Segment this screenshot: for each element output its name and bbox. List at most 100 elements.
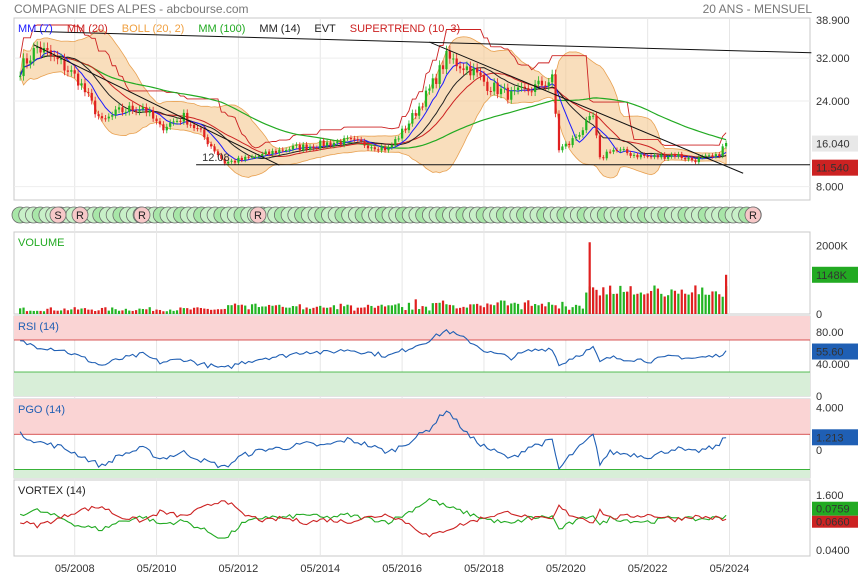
volume-bar <box>196 307 199 314</box>
volume-bar <box>687 294 690 314</box>
volume-bar <box>291 306 295 314</box>
volume-bar <box>636 293 639 314</box>
legend-entry: SUPERTREND (10, 3) <box>350 23 460 35</box>
volume-bar <box>148 307 151 314</box>
candle-body <box>291 145 295 150</box>
volume-bar <box>56 310 59 314</box>
candle-body <box>656 155 660 158</box>
candle-body <box>322 140 325 146</box>
candle-body <box>302 144 305 151</box>
volume-bar <box>404 310 407 314</box>
candle-body <box>390 144 393 148</box>
candle-body <box>448 50 451 59</box>
candle-body <box>152 110 155 119</box>
candle-body <box>680 154 683 159</box>
candle-body <box>370 147 373 149</box>
price-tick-label: 24.000 <box>816 96 850 108</box>
volume-bar <box>694 285 697 314</box>
candle-body <box>312 146 315 149</box>
volume-bar <box>612 293 615 314</box>
volume-tick-label: 2000K <box>816 241 848 253</box>
candle-body <box>165 126 168 131</box>
volume-bar <box>49 307 52 314</box>
volume-bar <box>707 294 711 314</box>
volume-bar <box>124 308 127 314</box>
volume-bar <box>646 293 649 314</box>
candle-body <box>677 154 680 157</box>
candle-body <box>121 107 124 113</box>
candle-body <box>418 106 421 116</box>
candle-body <box>366 145 370 149</box>
candle-body <box>649 156 653 158</box>
volume-bar <box>138 308 141 314</box>
candle-body <box>66 70 69 72</box>
candle-body <box>581 130 584 135</box>
legend-entry: MM (7) <box>18 23 53 35</box>
volume-bar <box>216 309 220 314</box>
candle-body <box>145 107 148 113</box>
volume-bar <box>387 305 390 314</box>
volume-bar <box>134 310 138 314</box>
trendline <box>33 44 280 166</box>
candle-body <box>134 110 138 112</box>
candle-body <box>414 113 417 116</box>
volume-bar <box>203 308 206 314</box>
candle-body <box>711 155 714 157</box>
candle-body <box>349 138 353 140</box>
volume-bar <box>564 306 567 314</box>
candle-body <box>39 46 42 53</box>
candle-body <box>673 154 677 157</box>
volume-bar <box>571 307 574 314</box>
volume-bar <box>479 305 482 314</box>
candle-body <box>220 155 223 159</box>
candle-body <box>476 68 479 73</box>
volume-bar <box>690 292 694 314</box>
rsi-overbought-zone <box>14 316 810 340</box>
candle-body <box>516 87 520 91</box>
candle-body <box>155 118 158 122</box>
volume-bar <box>257 307 260 314</box>
pgo-oversold-zone <box>14 469 810 478</box>
volume-bar <box>356 307 359 314</box>
volume-bar <box>117 310 121 314</box>
candle-body <box>63 58 66 71</box>
volume-bar <box>162 311 165 314</box>
event-marker-r <box>744 206 762 224</box>
volume-bar <box>210 309 213 314</box>
volume-bar <box>493 305 496 314</box>
candle-body <box>59 58 63 60</box>
volume-bar <box>537 305 540 314</box>
candle-body <box>298 144 301 151</box>
volume-bar <box>366 304 370 314</box>
volume-bar <box>182 308 185 314</box>
volume-bar <box>100 307 104 314</box>
candle-body <box>87 92 90 94</box>
volume-bar <box>622 291 625 314</box>
x-tick-label: 05/2016 <box>382 563 422 575</box>
candle-body <box>128 105 131 112</box>
volume-bar <box>489 304 492 314</box>
rsi-tick-label: 0 <box>816 391 822 403</box>
candle-body <box>493 82 496 92</box>
candle-body <box>503 87 506 89</box>
volume-bar <box>629 286 632 314</box>
candle-body <box>19 76 22 78</box>
candle-body <box>83 83 87 93</box>
trendline <box>429 41 744 174</box>
volume-bar <box>312 307 315 314</box>
event-marker-letter: R <box>76 210 84 222</box>
event-marker-letter: R <box>749 210 757 222</box>
rsi-oversold-zone <box>14 372 810 396</box>
vortex-tick-label: 0.0400 <box>816 545 850 557</box>
volume-bar <box>653 285 656 314</box>
candle-body <box>32 48 35 61</box>
volume-bar <box>336 309 339 314</box>
candle-body <box>100 116 104 119</box>
candle-body <box>114 109 117 116</box>
volume-bar <box>711 291 714 314</box>
candle-body <box>206 137 209 145</box>
volume-bar <box>83 308 87 314</box>
x-tick-label: 05/2008 <box>55 563 95 575</box>
candle-body <box>639 154 642 158</box>
